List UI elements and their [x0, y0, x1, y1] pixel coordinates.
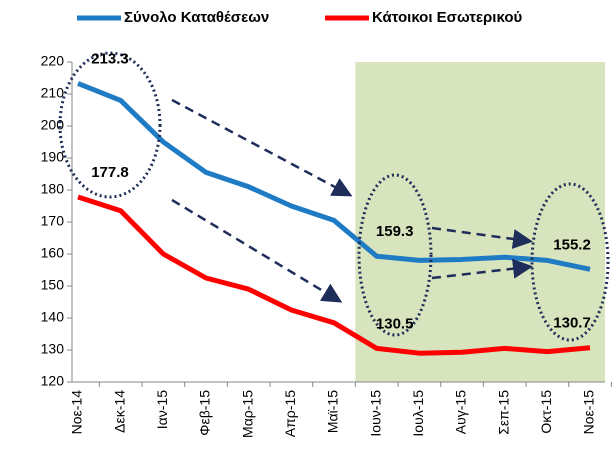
y-tick-label: 180 — [41, 181, 65, 197]
y-tick-label: 160 — [41, 245, 65, 261]
data-label: 213.3 — [91, 50, 129, 67]
series-line — [77, 194, 591, 356]
legend-label: Σύνολο Καταθέσεων — [124, 9, 269, 26]
y-tick-label: 170 — [41, 213, 65, 229]
x-tick-label: Απρ-15 — [282, 390, 298, 437]
y-tick-label: 150 — [41, 277, 65, 293]
annotation-arrows — [171, 98, 533, 303]
data-label: 130.5 — [376, 315, 414, 332]
data-label: 159.3 — [376, 223, 414, 240]
y-tick-label: 120 — [41, 373, 65, 389]
x-tick-label: Ιαν-15 — [154, 390, 170, 429]
y-tick-label: 140 — [41, 309, 65, 325]
data-label: 177.8 — [91, 164, 129, 181]
x-tick-label: Φεβ-15 — [197, 390, 213, 436]
y-tick-label: 130 — [41, 341, 65, 357]
x-tick-label: Νοε-14 — [69, 390, 85, 435]
x-tick-label: Ιουλ-15 — [410, 390, 426, 437]
x-tick-label: Μαϊ-15 — [325, 390, 341, 433]
x-tick-label: Ιουν-15 — [367, 390, 383, 437]
y-tick-label: 190 — [41, 149, 65, 165]
x-tick-label: Οκτ-15 — [538, 390, 554, 434]
data-label: 155.2 — [553, 236, 591, 253]
data-label: 130.7 — [553, 315, 591, 332]
x-tick-label: Δεκ-14 — [111, 390, 127, 433]
x-tick-label: Μαρ-15 — [239, 390, 255, 438]
y-tick-label: 210 — [41, 85, 65, 101]
highlight-region — [355, 62, 605, 382]
x-tick-label: Αυγ-15 — [453, 390, 469, 434]
x-tick-label: Νοε-15 — [581, 390, 597, 435]
annotation-ellipses — [58, 51, 610, 342]
series-line — [77, 81, 591, 272]
y-tick-label: 220 — [41, 53, 65, 69]
legend-label: Κάτοικοι Εσωτερικού — [372, 9, 522, 26]
y-tick-label: 200 — [41, 117, 65, 133]
x-tick-label: Σεπ-15 — [495, 390, 511, 435]
